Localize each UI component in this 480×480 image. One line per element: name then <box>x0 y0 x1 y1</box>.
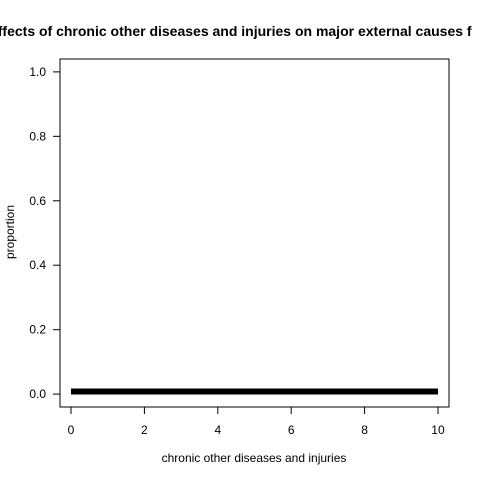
x-tick-label: 10 <box>431 423 445 437</box>
x-axis-label: chronic other diseases and injuries <box>162 451 347 465</box>
y-tick-label: 0.0 <box>29 387 46 401</box>
y-tick-label: 1.0 <box>29 65 46 79</box>
y-axis: 0.0 0.2 0.4 0.6 0.8 1.0 <box>29 65 60 401</box>
y-axis-label: proportion <box>3 205 17 259</box>
x-tick-label: 4 <box>214 423 221 437</box>
x-tick-label: 0 <box>68 423 75 437</box>
x-tick-label: 2 <box>141 423 148 437</box>
y-tick-label: 0.4 <box>29 258 46 272</box>
x-tick-label: 8 <box>361 423 368 437</box>
chart-title: Effects of chronic other diseases and in… <box>0 23 472 39</box>
x-axis: 0 2 4 6 8 10 <box>68 407 445 437</box>
x-tick-label: 6 <box>288 423 295 437</box>
y-tick-label: 0.8 <box>29 129 46 143</box>
plot-frame <box>60 59 449 407</box>
y-tick-label: 0.2 <box>29 323 46 337</box>
y-tick-label: 0.6 <box>29 194 46 208</box>
